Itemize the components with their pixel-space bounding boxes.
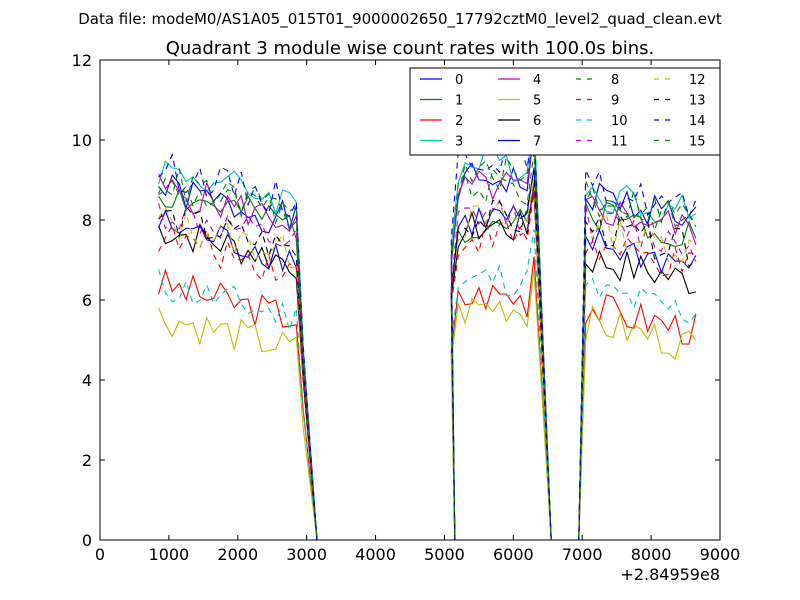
x-tick-label: 5000 — [424, 545, 465, 564]
y-tick-label: 10 — [72, 131, 92, 150]
legend-label-5: 5 — [533, 94, 541, 109]
series-line-5 — [158, 270, 697, 541]
series-line-3 — [158, 117, 697, 541]
legend-label-11: 11 — [611, 135, 628, 150]
legend-label-4: 4 — [533, 73, 541, 88]
series-line-12 — [158, 178, 697, 541]
x-tick-label: 0 — [95, 545, 105, 564]
y-tick-label: 6 — [82, 291, 92, 310]
x-tick-label: 9000 — [700, 545, 741, 564]
chart-title: Quadrant 3 module wise count rates with … — [166, 38, 655, 59]
y-tick-label: 4 — [82, 371, 92, 390]
series-layer — [158, 117, 697, 541]
legend-label-15: 15 — [689, 135, 706, 150]
x-offset-label: +2.84959e8 — [620, 565, 720, 584]
series-line-4 — [158, 133, 697, 541]
series-line-1 — [158, 187, 697, 541]
legend-label-8: 8 — [611, 73, 619, 88]
x-tick-label: 4000 — [355, 545, 396, 564]
y-tick-label: 0 — [82, 531, 92, 550]
legend-label-10: 10 — [611, 114, 628, 129]
series-line-10 — [158, 229, 697, 541]
legend-label-2: 2 — [455, 114, 463, 129]
x-tick-label: 2000 — [217, 545, 258, 564]
x-tick-label: 6000 — [493, 545, 534, 564]
legend-label-13: 13 — [689, 94, 706, 109]
series-line-14 — [158, 123, 697, 541]
y-tick-label: 12 — [72, 51, 92, 70]
x-tick-label: 8000 — [631, 545, 672, 564]
legend-label-9: 9 — [611, 94, 619, 109]
legend-label-12: 12 — [689, 73, 706, 88]
y-tick-label: 8 — [82, 211, 92, 230]
legend-label-7: 7 — [533, 135, 541, 150]
legend-label-0: 0 — [455, 73, 463, 88]
legend-label-3: 3 — [455, 135, 463, 150]
x-tick-label: 1000 — [149, 545, 190, 564]
series-line-15 — [158, 136, 697, 541]
legend-label-6: 6 — [533, 114, 541, 129]
x-tick-label: 7000 — [562, 545, 603, 564]
y-tick-label: 2 — [82, 451, 92, 470]
series-line-11 — [158, 181, 697, 541]
series-line-8 — [158, 152, 697, 541]
figure-suptitle: Data file: modeM0/AS1A05_015T01_90000026… — [78, 10, 722, 29]
series-line-9 — [158, 192, 697, 541]
series-line-13 — [158, 170, 697, 541]
x-tick-label: 3000 — [286, 545, 327, 564]
series-line-0 — [158, 131, 697, 541]
legend-label-1: 1 — [455, 94, 463, 109]
ticks-layer: 0 1000 2000 3000 4000 5000 6000 7000 8000 9000 0 2 4… — [72, 51, 741, 564]
legend-label-14: 14 — [689, 114, 706, 129]
series-line-6 — [158, 182, 697, 541]
series-line-7 — [158, 167, 697, 541]
